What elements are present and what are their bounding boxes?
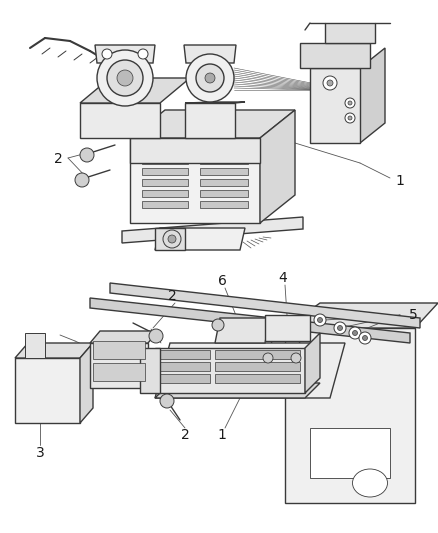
Circle shape xyxy=(363,335,367,341)
Circle shape xyxy=(160,394,174,408)
Polygon shape xyxy=(200,157,248,164)
Circle shape xyxy=(205,73,215,83)
Polygon shape xyxy=(142,157,188,164)
Polygon shape xyxy=(142,190,188,197)
Polygon shape xyxy=(285,303,438,328)
Polygon shape xyxy=(155,343,345,398)
Circle shape xyxy=(75,173,89,187)
Polygon shape xyxy=(90,298,410,343)
Polygon shape xyxy=(80,78,190,103)
Circle shape xyxy=(327,80,333,86)
Circle shape xyxy=(263,353,273,363)
Polygon shape xyxy=(15,343,93,358)
Circle shape xyxy=(291,353,301,363)
Circle shape xyxy=(318,318,322,322)
Polygon shape xyxy=(200,146,248,153)
Polygon shape xyxy=(142,146,188,153)
Polygon shape xyxy=(310,68,360,143)
Polygon shape xyxy=(200,179,248,186)
Text: 3: 3 xyxy=(35,446,44,460)
Text: 2: 2 xyxy=(180,428,189,442)
Circle shape xyxy=(149,329,163,343)
Circle shape xyxy=(117,70,133,86)
Polygon shape xyxy=(142,201,188,208)
Polygon shape xyxy=(93,363,145,381)
Circle shape xyxy=(334,322,346,334)
Polygon shape xyxy=(122,217,303,243)
Polygon shape xyxy=(130,138,260,223)
Polygon shape xyxy=(215,374,300,383)
Circle shape xyxy=(80,148,94,162)
Polygon shape xyxy=(160,374,210,383)
Polygon shape xyxy=(305,333,320,393)
Polygon shape xyxy=(285,328,415,503)
Circle shape xyxy=(345,98,355,108)
Polygon shape xyxy=(325,23,375,43)
Circle shape xyxy=(314,314,326,326)
Polygon shape xyxy=(80,103,160,138)
Polygon shape xyxy=(360,48,385,143)
Polygon shape xyxy=(155,383,320,398)
Polygon shape xyxy=(155,228,245,250)
Polygon shape xyxy=(160,350,210,359)
Text: 5: 5 xyxy=(409,308,417,322)
Circle shape xyxy=(138,49,148,59)
Polygon shape xyxy=(90,343,148,388)
Polygon shape xyxy=(185,102,245,103)
Polygon shape xyxy=(15,358,80,423)
Circle shape xyxy=(323,76,337,90)
Polygon shape xyxy=(215,350,300,359)
Circle shape xyxy=(212,319,224,331)
Polygon shape xyxy=(142,179,188,186)
Text: 6: 6 xyxy=(218,274,226,288)
Polygon shape xyxy=(130,138,260,163)
Polygon shape xyxy=(80,343,93,423)
Text: 2: 2 xyxy=(53,152,62,166)
Text: 2: 2 xyxy=(168,289,177,303)
Circle shape xyxy=(348,101,352,105)
Polygon shape xyxy=(93,341,145,359)
Polygon shape xyxy=(130,110,295,138)
Polygon shape xyxy=(215,362,300,371)
Polygon shape xyxy=(310,428,390,478)
Polygon shape xyxy=(140,348,160,393)
Polygon shape xyxy=(200,168,248,175)
Circle shape xyxy=(196,64,224,92)
Circle shape xyxy=(186,54,234,102)
Polygon shape xyxy=(155,228,185,250)
Circle shape xyxy=(168,235,176,243)
Ellipse shape xyxy=(353,469,388,497)
Polygon shape xyxy=(215,318,270,343)
Text: 1: 1 xyxy=(218,428,226,442)
Polygon shape xyxy=(260,110,295,223)
Circle shape xyxy=(97,50,153,106)
Polygon shape xyxy=(265,315,310,341)
Polygon shape xyxy=(142,168,188,175)
Polygon shape xyxy=(200,201,248,208)
Polygon shape xyxy=(90,331,158,343)
Polygon shape xyxy=(95,45,155,63)
Circle shape xyxy=(349,327,361,339)
Circle shape xyxy=(107,60,143,96)
Polygon shape xyxy=(200,190,248,197)
Circle shape xyxy=(163,230,181,248)
Circle shape xyxy=(353,330,357,335)
Polygon shape xyxy=(300,43,370,68)
Polygon shape xyxy=(155,348,305,393)
Circle shape xyxy=(338,326,343,330)
Circle shape xyxy=(102,49,112,59)
Polygon shape xyxy=(160,362,210,371)
Polygon shape xyxy=(184,45,236,63)
Text: 1: 1 xyxy=(396,174,404,188)
Polygon shape xyxy=(185,103,235,138)
Circle shape xyxy=(345,113,355,123)
Polygon shape xyxy=(25,333,45,358)
Circle shape xyxy=(359,332,371,344)
Text: 4: 4 xyxy=(279,271,287,285)
Circle shape xyxy=(348,116,352,120)
Polygon shape xyxy=(110,283,420,328)
